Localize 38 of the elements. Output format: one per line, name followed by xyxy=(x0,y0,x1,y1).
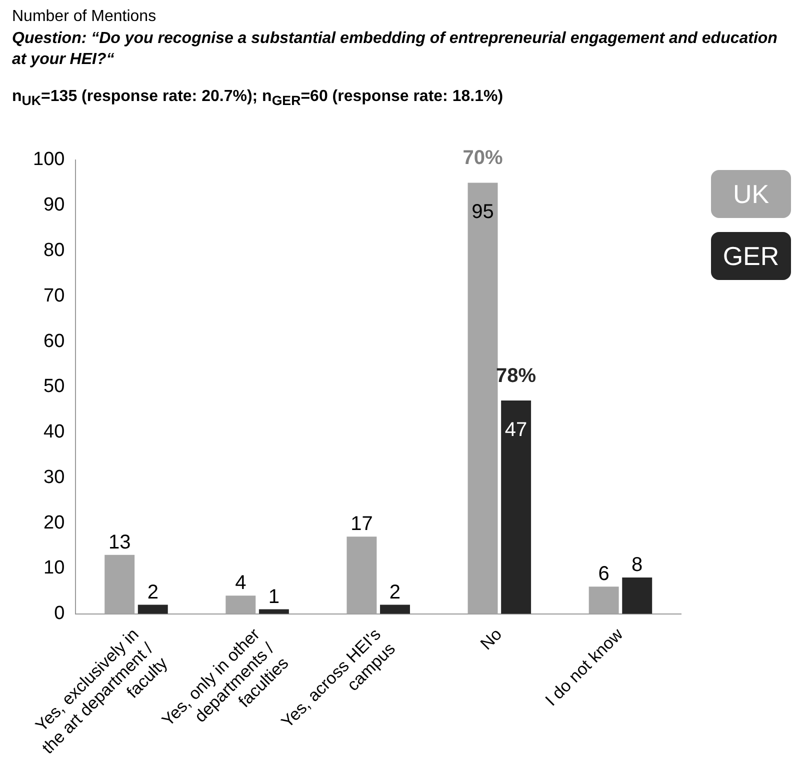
text: GER xyxy=(711,232,791,280)
bar xyxy=(380,604,410,614)
bar xyxy=(346,536,377,614)
y-tick-label: 50 xyxy=(44,376,65,398)
text: n$_{UK}$=135 (response rate: 20.7%); n$_{GER}$=60 (response rate: 18.1%) xyxy=(12,88,504,108)
data-label: 2 xyxy=(389,581,401,604)
y-tick-label: 40 xyxy=(44,422,65,443)
bar xyxy=(622,578,652,614)
bar xyxy=(588,586,619,614)
bar xyxy=(501,400,532,614)
y-tick-label: 100 xyxy=(33,149,65,170)
bar xyxy=(226,596,256,614)
bar xyxy=(138,604,168,614)
data-label: 13 xyxy=(108,531,131,554)
x-tick-label: No xyxy=(476,624,506,654)
chart-title: Number of Mentions xyxy=(12,8,158,26)
y-tick-label: 90 xyxy=(44,194,65,216)
annotation: 78% xyxy=(496,365,536,388)
bar xyxy=(104,554,135,614)
annotation: 70% xyxy=(462,147,503,170)
y-tick-label: 30 xyxy=(44,466,65,488)
y-tick-label: 0 xyxy=(54,603,65,624)
data-label: 8 xyxy=(632,554,643,576)
y-tick-label: 10 xyxy=(44,558,65,579)
y-tick-label: 80 xyxy=(44,240,65,261)
y-tick-label: 20 xyxy=(44,512,65,534)
data-label: 1 xyxy=(268,586,280,608)
data-label: 17 xyxy=(350,513,373,536)
data-label: 4 xyxy=(235,572,246,594)
chart-subtitle: Question: “Do you recognise a substantial embedding of entrepreneurial engagement and education at your HEI?“ xyxy=(12,29,778,70)
text: UK xyxy=(711,170,791,218)
data-label: 47 xyxy=(504,419,528,442)
data-label: 6 xyxy=(598,563,610,586)
y-tick-label: 60 xyxy=(44,330,65,352)
data-label: 2 xyxy=(147,581,158,604)
data-label: 95 xyxy=(472,201,494,224)
bar xyxy=(468,182,498,614)
y-tick-label: 70 xyxy=(44,285,65,306)
